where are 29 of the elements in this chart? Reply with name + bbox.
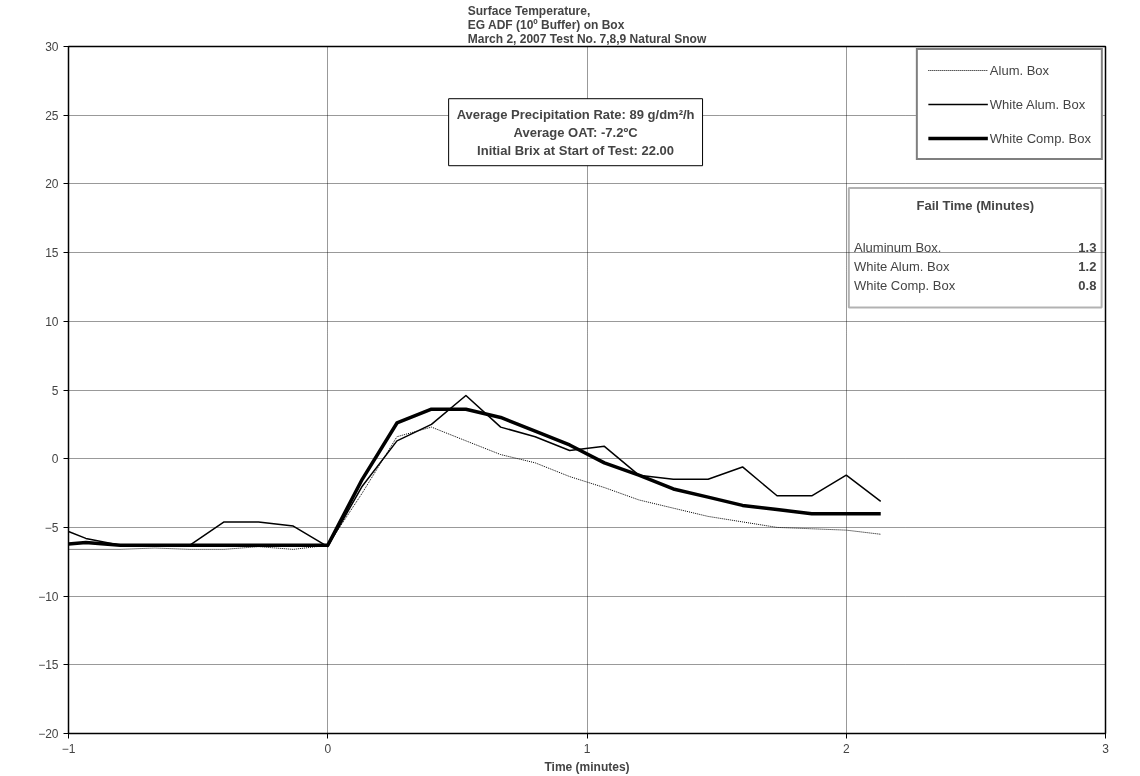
x-tick-label: 3 (1102, 741, 1110, 756)
y-tick-label: 10 (45, 314, 59, 329)
y-tick-label: −15 (38, 658, 59, 673)
y-tick-label: −20 (38, 727, 59, 741)
legend-label: Alum. Box (989, 62, 1050, 78)
annotation: 1.2 (1078, 258, 1097, 274)
y-tick-label: 15 (45, 246, 59, 261)
annotation: Aluminum Box. (854, 239, 942, 255)
annotation: Fail Time (Minutes) (916, 198, 1034, 214)
y-tick-label: 30 (45, 40, 59, 54)
x-tick-label: 2 (842, 741, 850, 756)
annotation: White Alum. Box (854, 258, 950, 274)
y-tick-label: 0 (51, 452, 59, 467)
annotation: White Comp. Box (854, 278, 956, 294)
annotation: 1.3 (1078, 239, 1097, 255)
y-tick-label: 25 (45, 108, 59, 123)
y-tick-label: −5 (44, 520, 59, 535)
x-tick-label: 1 (583, 741, 591, 756)
y-tick-label: −10 (38, 589, 59, 604)
annotation: 0.8 (1078, 278, 1097, 294)
x-tick-label: 0 (324, 741, 332, 756)
legend-label: White Comp. Box (989, 130, 1091, 146)
annotation: Average Precipitation Rate: 89 g/dm²/h Average OAT: -7.2ºC Initial Brix at Start of Test: 22.00 (456, 106, 695, 158)
chart-title: Surface Temperature, EG ADF (10º Buffer) on Box March 2, 2007 Test No. 7,8,9 Natural Snow (467, 3, 707, 46)
y-tick-label: 20 (45, 177, 59, 192)
x-tick-label: −1 (61, 741, 76, 756)
y-tick-label: 5 (51, 383, 59, 398)
x-axis-title: Time (minutes) (544, 759, 630, 774)
legend-label: White Alum. Box (989, 96, 1086, 112)
